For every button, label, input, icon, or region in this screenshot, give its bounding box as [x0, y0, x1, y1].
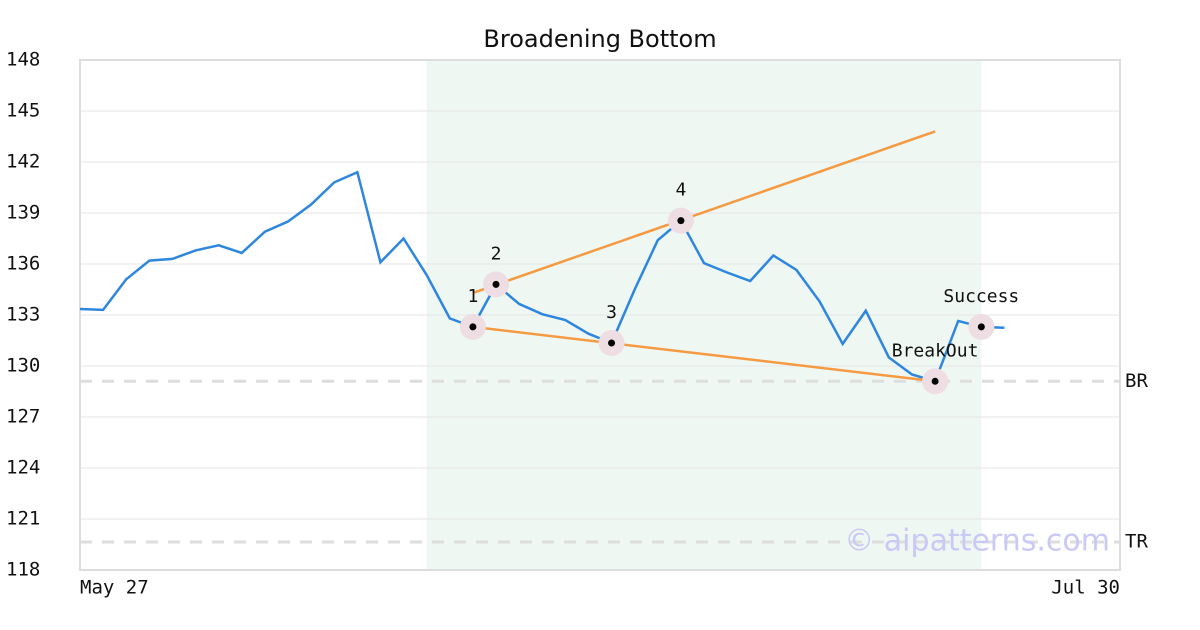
x-tick-label: May 27	[80, 577, 149, 599]
pivot-dot	[469, 323, 477, 331]
chart-title: Broadening Bottom	[483, 25, 716, 53]
y-tick-label: 142	[6, 151, 40, 173]
pivot-dot	[931, 377, 939, 385]
price-line	[79, 170, 1005, 383]
plot-frame	[79, 59, 1121, 571]
x-tick-label: Jul 30	[1051, 577, 1120, 599]
y-tick-label: 118	[6, 559, 40, 581]
y-tick-label: 136	[6, 253, 40, 275]
level-label: TR	[1125, 530, 1148, 552]
trend-line	[472, 130, 936, 295]
y-tick-label: 130	[6, 355, 40, 377]
y-tick-label: 139	[6, 202, 40, 224]
y-tick-label: 127	[6, 406, 40, 428]
trend-line	[472, 325, 936, 383]
y-tick-label: 121	[6, 508, 40, 530]
watermark: © aipatterns.com	[844, 524, 1110, 559]
pivot-dot	[977, 323, 985, 331]
pivot-label: Success	[943, 286, 1019, 307]
pivot-label: 4	[675, 180, 686, 201]
y-tick-label: 145	[6, 100, 40, 122]
pivot-label: 1	[467, 286, 478, 307]
y-tick-label: 133	[6, 304, 40, 326]
pivot-dot	[492, 280, 500, 288]
pivot-dot	[608, 339, 616, 347]
level-label: BR	[1125, 370, 1148, 392]
pivot-dot	[677, 217, 685, 225]
y-tick-label: 124	[6, 457, 40, 479]
pivot-label: BreakOut	[892, 340, 979, 361]
pivot-label: 3	[606, 302, 617, 323]
pivot-label: 2	[491, 243, 502, 264]
y-tick-label: 148	[6, 49, 40, 71]
